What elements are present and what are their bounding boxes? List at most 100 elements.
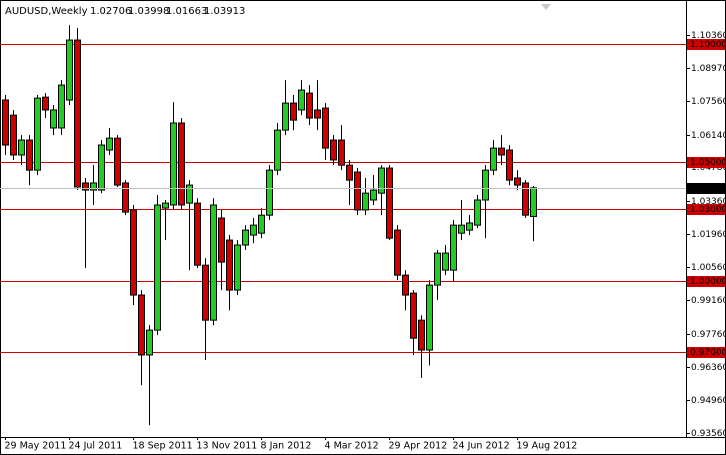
ohlc-low: 1.01663: [166, 6, 207, 17]
candle-body: [26, 139, 33, 171]
ohlc-close: 1.03913: [204, 6, 245, 17]
candle-body: [386, 167, 393, 239]
candle-body: [482, 169, 489, 201]
candle-body: [402, 274, 409, 296]
level-label: 1.03000: [690, 205, 726, 215]
y-tick-label: 0.96360: [691, 363, 726, 373]
candle-body: [282, 102, 289, 131]
candle-body: [98, 144, 105, 191]
candle-body: [362, 192, 369, 211]
candle-body: [50, 109, 57, 129]
x-tick-label: 8 Jan 2012: [261, 441, 312, 452]
y-tick-label: 1.00560: [691, 263, 726, 273]
x-tick-label: 18 Sep 2011: [133, 441, 193, 452]
candle-body: [394, 229, 401, 276]
candle-body: [42, 96, 49, 111]
candle-body: [170, 122, 177, 206]
candle-body: [154, 204, 161, 331]
x-tick-label: 24 Jul 2011: [69, 441, 123, 452]
candle-body: [466, 222, 473, 231]
candle-body: [426, 284, 433, 351]
candle-body: [226, 239, 233, 291]
candle-body: [210, 204, 217, 321]
level-label-box: [687, 157, 725, 168]
y-tick-label: 1.08970: [691, 64, 726, 74]
candle-body: [218, 217, 225, 263]
candle-body: [34, 97, 41, 171]
candle-body: [370, 189, 377, 201]
ohlc-high: 1.03998: [128, 6, 169, 17]
x-tick-label: 29 Apr 2012: [389, 441, 448, 452]
shift-marker: [541, 4, 551, 10]
candle-body: [338, 139, 345, 166]
level-label: 1.05000: [690, 158, 726, 168]
candle-body: [450, 224, 457, 271]
candle-body: [90, 182, 97, 191]
candle-body: [186, 184, 193, 204]
candle-body: [10, 114, 17, 156]
candle-body: [66, 39, 73, 101]
chart-title: AUDUSD,Weekly: [5, 6, 88, 17]
candle-body: [306, 92, 313, 119]
candle-body: [202, 264, 209, 321]
x-tick-label: 4 Mar 2012: [325, 441, 379, 452]
current-price-box: [687, 183, 725, 194]
candle-body: [194, 202, 201, 266]
candle-body: [290, 102, 297, 121]
y-tick-label: 1.07560: [691, 97, 726, 107]
candle-body: [458, 224, 465, 234]
candle-body: [474, 199, 481, 226]
candle-body: [530, 187, 537, 217]
candle-body: [298, 89, 305, 111]
candle-body: [2, 99, 9, 146]
candle-body: [322, 107, 329, 149]
candle-body: [114, 137, 121, 186]
y-tick-label: 0.99160: [691, 296, 726, 306]
candle-body: [242, 229, 249, 246]
level-label-box: [687, 39, 725, 50]
candle-body: [490, 147, 497, 171]
candle-body: [354, 171, 361, 211]
y-tick-label: 0.97760: [691, 330, 726, 340]
candle-body: [138, 294, 145, 356]
candle-body: [234, 244, 241, 291]
ohlc-open: 1.02706: [90, 6, 131, 17]
level-label-box: [687, 204, 725, 215]
x-tick-label: 29 May 2011: [5, 441, 67, 452]
y-tick-label: 0.93560: [691, 429, 726, 439]
candle-body: [522, 182, 529, 216]
candle-body: [418, 319, 425, 351]
level-label: 1.10000: [690, 40, 726, 50]
level-label-box: [687, 347, 725, 358]
y-tick-label: 1.03360: [691, 197, 726, 207]
y-tick-label: 0.94960: [691, 396, 726, 406]
level-label: 0.97000: [690, 348, 726, 358]
candle-body: [18, 139, 25, 156]
candle-body: [106, 137, 113, 151]
y-tick-label: 1.01960: [691, 230, 726, 240]
x-tick-label: 19 Aug 2012: [517, 441, 578, 452]
candle-body: [346, 164, 353, 181]
candle-body: [410, 292, 417, 339]
level-label: 1.00000: [690, 277, 726, 287]
candle-body: [250, 224, 257, 236]
candle-body: [506, 149, 513, 181]
candle-body: [82, 182, 89, 191]
candle-body: [266, 169, 273, 216]
candle-body: [146, 329, 153, 356]
candle-body: [178, 122, 185, 206]
candle-body: [162, 202, 169, 209]
candle-body: [514, 177, 521, 186]
y-tick-label: 1.10360: [691, 31, 726, 41]
candle-body: [330, 139, 337, 161]
x-tick-label: 24 Jun 2012: [453, 441, 510, 452]
candle-body: [130, 209, 137, 296]
candle-body: [378, 167, 385, 194]
candle-body: [74, 39, 81, 188]
candle-body: [434, 252, 441, 286]
candle-body: [258, 214, 265, 234]
current-price-label: 1.03913: [690, 184, 726, 194]
x-tick-label: 13 Nov 2011: [197, 441, 258, 452]
